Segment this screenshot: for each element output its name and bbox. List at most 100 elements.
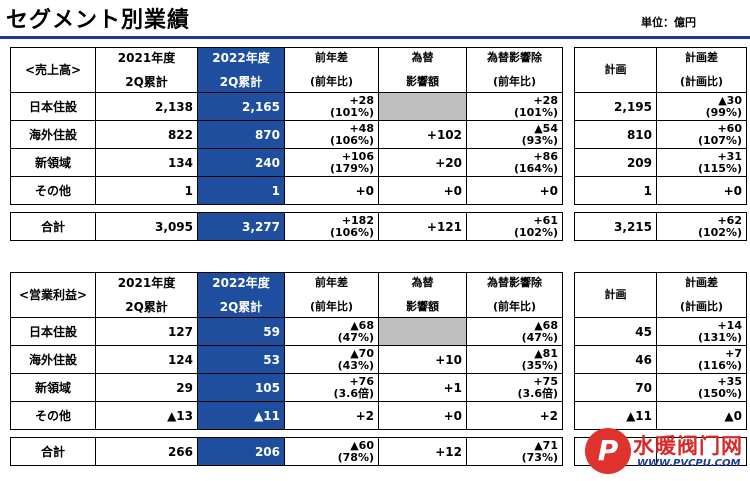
row-label: その他 <box>10 401 96 430</box>
yoy-diff: ▲60 (78%) <box>284 437 379 466</box>
value-2021: 29 <box>95 373 198 402</box>
plan-value: 209 <box>574 148 657 177</box>
sales-table: <売上高> 2021年度 2Q累計 2022年度 2Q累計 前年差 (前年比) 為替影… <box>10 47 747 241</box>
column-gap <box>563 149 575 177</box>
value-2022: 2,165 <box>197 92 285 121</box>
plan-diff: +0 <box>656 176 747 205</box>
col-plan-header: 計画 <box>574 47 657 93</box>
value-2021: 266 <box>95 437 198 466</box>
row-gap <box>11 205 747 213</box>
col-plandiff-header: 計画差 (計画比) <box>656 47 747 93</box>
plan-diff: +62 (102%) <box>656 212 747 241</box>
plan-diff-value: +35 <box>717 374 742 388</box>
column-gap <box>563 438 575 466</box>
fx-impact: +1 <box>378 373 467 402</box>
column-gap <box>563 273 575 318</box>
col-2022-header: 2022年度 2Q累計 <box>197 272 285 318</box>
plan-diff-ratio: (131%) <box>697 330 742 344</box>
profit-section-label: <営業利益> <box>10 272 96 318</box>
exfx-diff: +2 <box>466 401 563 430</box>
yoy-diff-ratio: (47%) <box>337 330 374 344</box>
exfx-diff: +28 (101%) <box>466 92 563 121</box>
col-2022-header: 2022年度 2Q累計 <box>197 47 285 93</box>
plan-diff: ▲30 (99%) <box>656 92 747 121</box>
row-label: 新領域 <box>10 373 96 402</box>
value-2022: 53 <box>197 345 285 374</box>
plan-value: 2,195 <box>574 92 657 121</box>
sales-section-label: <売上高> <box>10 47 96 93</box>
value-2021: 127 <box>95 317 198 346</box>
value-2022: 1 <box>197 176 285 205</box>
unit-label: 単位：億円 <box>641 16 696 29</box>
plan-diff <box>656 437 747 466</box>
yoy-diff-value: +106 <box>341 149 374 163</box>
fx-impact: +12 <box>378 437 467 466</box>
column-gap <box>563 402 575 430</box>
yoy-diff-ratio: (106%) <box>329 225 374 239</box>
exfx-diff: +75 (3.6倍) <box>466 373 563 402</box>
value-2022: 870 <box>197 120 285 149</box>
col-2021-header: 2021年度 2Q累計 <box>95 47 198 93</box>
table-row: その他 1 1 +0 +0 +0 1 +0 <box>10 176 747 205</box>
column-gap <box>563 213 575 241</box>
yoy-diff: +76 (3.6倍) <box>284 373 379 402</box>
value-2022: 105 <box>197 373 285 402</box>
yoy-diff-ratio: (106%) <box>329 133 374 147</box>
value-2022: 240 <box>197 148 285 177</box>
plan-diff-ratio: (102%) <box>697 225 742 239</box>
value-2021: 134 <box>95 148 198 177</box>
value-2022: 59 <box>197 317 285 346</box>
column-gap <box>563 318 575 346</box>
exfx-diff-ratio: (101%) <box>513 105 558 119</box>
yoy-diff: +28 (101%) <box>284 92 379 121</box>
watermark-logo-icon: P <box>585 428 631 474</box>
exfx-diff: ▲54 (93%) <box>466 120 563 149</box>
col-fx-header: 為替 影響額 <box>378 272 467 318</box>
yoy-diff-ratio: (78%) <box>337 450 374 464</box>
plan-diff: +14 (131%) <box>656 317 747 346</box>
plan-value: ▲11 <box>574 401 657 430</box>
yoy-diff-value: +182 <box>341 213 374 227</box>
column-gap <box>563 346 575 374</box>
row-label: 合計 <box>10 437 96 466</box>
yoy-diff-value: +76 <box>349 374 374 388</box>
plan-diff-ratio: (99%) <box>705 105 742 119</box>
yoy-diff-value: ▲60 <box>350 438 374 452</box>
yoy-diff: +182 (106%) <box>284 212 379 241</box>
exfx-diff: ▲68 (47%) <box>466 317 563 346</box>
exfx-diff-value: +28 <box>533 93 558 107</box>
plan-diff-value: ▲30 <box>718 93 742 107</box>
row-label: 日本住設 <box>10 92 96 121</box>
exfx-diff-ratio: (73%) <box>521 450 558 464</box>
plan-diff-ratio: (116%) <box>697 358 742 372</box>
plan-value: 1 <box>574 176 657 205</box>
value-2021: 2,138 <box>95 92 198 121</box>
exfx-diff-value: ▲81 <box>534 346 558 360</box>
value-2021: 124 <box>95 345 198 374</box>
plan-value: 45 <box>574 317 657 346</box>
table-row: 海外住設 124 53 ▲70 (43%) +10 ▲81 (35%) 46 +7 (116%) <box>10 345 747 374</box>
exfx-diff: +61 (102%) <box>466 212 563 241</box>
plan-value: 3,215 <box>574 212 657 241</box>
exfx-diff-ratio: (47%) <box>521 330 558 344</box>
exfx-diff-value: +61 <box>533 213 558 227</box>
exfx-diff-value: +86 <box>533 149 558 163</box>
column-gap <box>563 374 575 402</box>
row-label: 日本住設 <box>10 317 96 346</box>
row-label: 新領域 <box>10 148 96 177</box>
exfx-diff: +86 (164%) <box>466 148 563 177</box>
plan-value: 810 <box>574 120 657 149</box>
row-label: 海外住設 <box>10 120 96 149</box>
yoy-diff: ▲70 (43%) <box>284 345 379 374</box>
plan-diff: +31 (115%) <box>656 148 747 177</box>
row-label: 合計 <box>10 212 96 241</box>
fx-impact: +10 <box>378 345 467 374</box>
exfx-diff-value: ▲68 <box>534 318 558 332</box>
plan-diff: ▲0 <box>656 401 747 430</box>
exfx-diff: ▲81 (35%) <box>466 345 563 374</box>
plan-diff-value: +14 <box>717 318 742 332</box>
col-yoy-header: 前年差 (前年比) <box>284 47 379 93</box>
col-plan-header: 計画 <box>574 272 657 318</box>
exfx-diff-ratio: (164%) <box>513 161 558 175</box>
column-gap <box>563 121 575 149</box>
